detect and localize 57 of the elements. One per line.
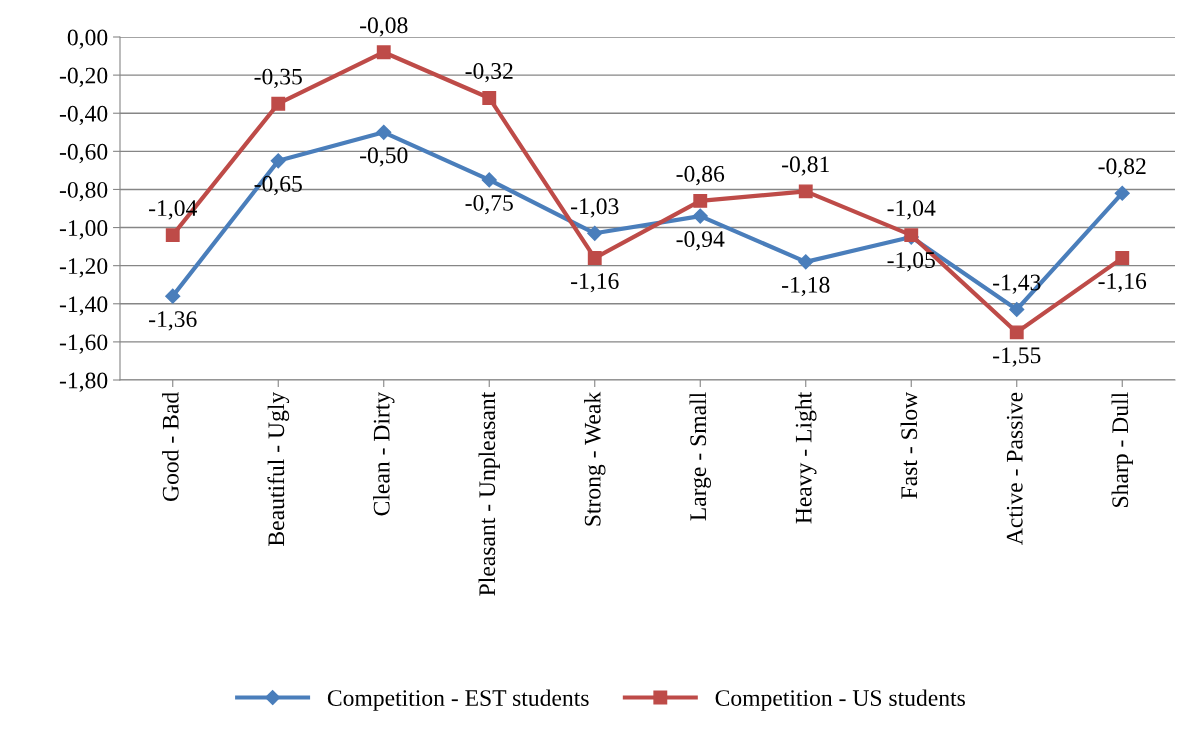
point (1115, 251, 1130, 265)
point (1009, 325, 1024, 340)
x-tick-label: Fast - Slow (900, 391, 918, 499)
y-tick-label: -1,00 (59, 220, 108, 240)
data-label: -1,05 (887, 252, 935, 272)
x-tick-label: Active - Passive (1006, 392, 1023, 546)
data-label: -1,18 (782, 276, 830, 297)
point (798, 184, 813, 199)
y-tick-label: -0,40 (59, 105, 108, 126)
point (1009, 301, 1025, 318)
point (165, 288, 181, 304)
data-label: -0,35 (254, 68, 302, 88)
data-label: -1,04 (887, 200, 936, 220)
data-label: -1,55 (993, 347, 1041, 367)
point (587, 251, 602, 265)
x-tick-label: Sharp - Dull (1111, 392, 1133, 507)
y-tick-label: -0,80 (59, 181, 108, 202)
point (1114, 185, 1130, 201)
data-label: -1,16 (1098, 273, 1147, 293)
x-tick-label: Heavy - Light (795, 391, 817, 524)
y-tick-label: -1,60 (59, 334, 108, 354)
y-tick-label: -0,20 (59, 67, 108, 87)
point (376, 45, 391, 60)
point (270, 153, 286, 169)
x-tick-label: Pleasant - Unpleasant (478, 391, 500, 596)
y-tick-label: -0,60 (59, 143, 108, 164)
data-label: -0,81 (782, 156, 829, 176)
legend-label: Competition - US students (715, 689, 965, 711)
point (165, 228, 180, 243)
point (587, 225, 603, 241)
point (376, 124, 392, 140)
x-tick-label: Clean - Dirty (373, 391, 395, 516)
y-tick-label: 0,00 (67, 29, 108, 49)
y-tick-label: -1,80 (59, 372, 108, 392)
data-label: -0,50 (360, 147, 408, 167)
x-tick-label: Strong - Weak (584, 391, 606, 526)
data-label: -1,16 (571, 273, 619, 293)
data-label: -0,08 (360, 17, 408, 37)
point (271, 96, 286, 111)
data-label: -0,82 (1098, 158, 1146, 178)
x-tick-label: Good - Bad (162, 392, 179, 502)
data-label: -0,75 (465, 194, 513, 215)
legend-label: Competition - EST students (327, 689, 589, 711)
point (481, 172, 497, 188)
data-label: -0,86 (676, 165, 725, 186)
y-tick-label: -1,20 (59, 258, 108, 278)
point (692, 208, 708, 224)
point (482, 91, 497, 105)
point (798, 254, 814, 270)
data-label: -1,36 (149, 311, 197, 331)
data-label: -1,03 (571, 198, 619, 218)
data-label: -0,94 (676, 231, 725, 251)
x-tick-label: Beautiful - Ugly (267, 391, 290, 546)
x-tick-label: Large - Small (689, 392, 711, 521)
y-tick-label: -1,40 (59, 296, 108, 316)
data-label: -0,32 (465, 62, 513, 83)
point (693, 193, 708, 208)
